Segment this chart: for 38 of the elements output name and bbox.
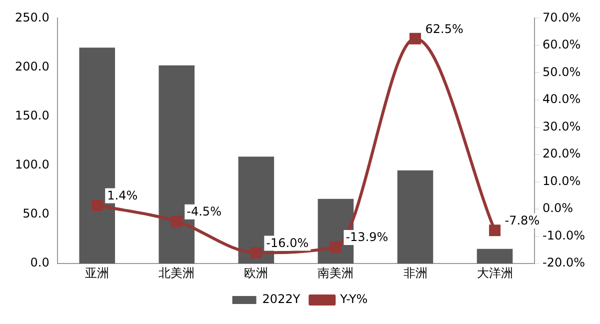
point [330, 241, 342, 253]
y2-tick-label: -10.0% [542, 228, 585, 242]
data-label: 62.5% [425, 22, 464, 36]
y2-tick-label: 10.0% [542, 174, 581, 188]
x-tick-label: 欧洲 [244, 266, 268, 280]
bar [476, 248, 513, 264]
x-tick-label: 北美洲 [158, 266, 195, 280]
bar [397, 170, 434, 264]
y-tick-label: 100.0 [14, 158, 50, 172]
legend-label: Y-Y% [339, 292, 368, 306]
data-label: 1.4% [107, 188, 138, 202]
point [489, 224, 501, 236]
y-tick-label: 150.0 [14, 108, 50, 122]
y-tick-label: 250.0 [14, 10, 50, 24]
x-tick-label: 非洲 [403, 266, 428, 280]
data-label: -4.5% [186, 204, 222, 218]
point [91, 200, 103, 211]
x-tick-label: 大洋洲 [476, 266, 513, 280]
y2-tick-label: 30.0% [542, 119, 581, 134]
y2-tick-label: -20.0% [542, 256, 585, 270]
y-tick-label: 0.0 [30, 256, 50, 270]
legend-label: 2022Y [262, 292, 301, 306]
x-tick-label: 亚洲 [85, 266, 110, 280]
data-label: -7.8% [504, 213, 540, 228]
y2-tick-label: 70.0% [542, 10, 581, 24]
y2-tick-label: 40.0% [542, 92, 581, 106]
point [250, 246, 262, 258]
point [410, 32, 421, 44]
x-tick-label: 南美洲 [318, 266, 354, 280]
y2-tick-label: 50.0% [542, 64, 581, 79]
y2-tick-label: 20.0% [542, 146, 581, 161]
point [170, 216, 182, 228]
y-tick-label: 50.0 [22, 206, 50, 221]
y2-tick-label: 60.0% [542, 38, 581, 52]
data-label: -16.0% [266, 236, 309, 250]
y2-tick-label: 0.0% [542, 201, 574, 216]
data-label: -13.9% [346, 230, 388, 244]
y-tick-label: 200.0 [14, 59, 50, 74]
